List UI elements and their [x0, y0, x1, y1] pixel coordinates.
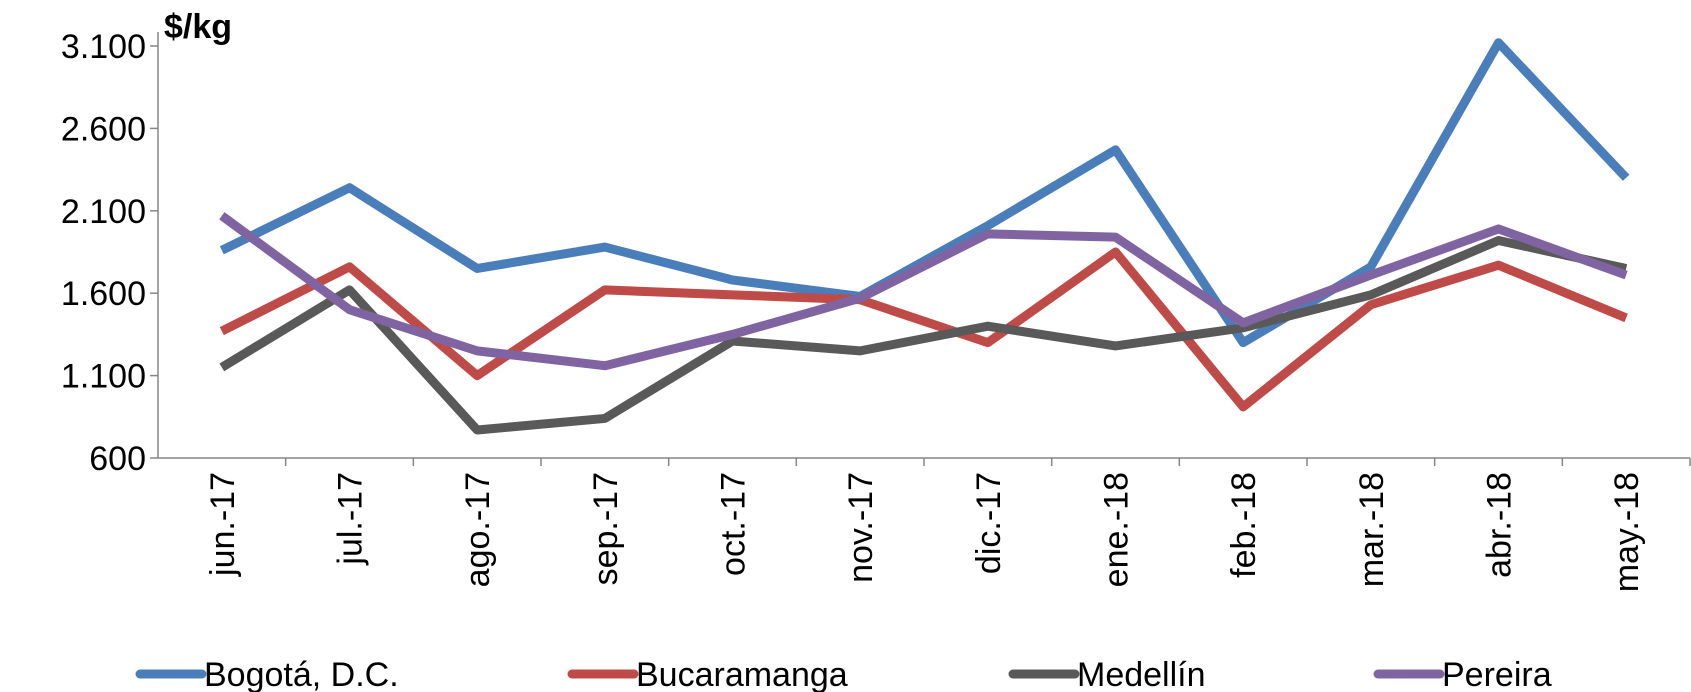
x-tick-label: sep.-17 — [587, 472, 625, 585]
x-tick-label: mar.-18 — [1353, 472, 1391, 587]
series-line — [219, 212, 1628, 371]
x-tick-label: nov.-17 — [842, 472, 880, 583]
y-tick-label: 2.100 — [61, 193, 146, 231]
y-tick-label: 600 — [89, 440, 146, 478]
legend-label: Bogotá, D.C. — [204, 656, 399, 692]
y-axis-label: $/kg — [164, 8, 232, 46]
x-tick-label: dic.-17 — [970, 472, 1008, 574]
x-tick-label: ago.-17 — [459, 472, 497, 587]
x-tick-label: jun.-17 — [204, 472, 242, 577]
x-tick-label: feb.-18 — [1225, 472, 1263, 578]
y-tick-label: 1.100 — [61, 358, 146, 396]
legend-label: Medellín — [1077, 656, 1206, 692]
y-tick-label: 1.600 — [61, 275, 146, 313]
x-tick-label: oct.-17 — [715, 472, 753, 576]
y-tick-label: 3.100 — [61, 28, 146, 66]
x-tick-label: abr.-18 — [1481, 472, 1519, 578]
x-tick-label: jul.-17 — [332, 472, 370, 566]
series-line — [219, 247, 1628, 412]
series-line — [219, 235, 1628, 435]
x-tick-label: may.-18 — [1608, 472, 1646, 592]
legend-label: Bucaramanga — [636, 656, 848, 692]
y-tick-label: 2.600 — [61, 110, 146, 148]
legend-label: Pereira — [1442, 656, 1552, 692]
x-tick-label: ene.-18 — [1098, 472, 1136, 587]
series-line — [219, 38, 1630, 348]
